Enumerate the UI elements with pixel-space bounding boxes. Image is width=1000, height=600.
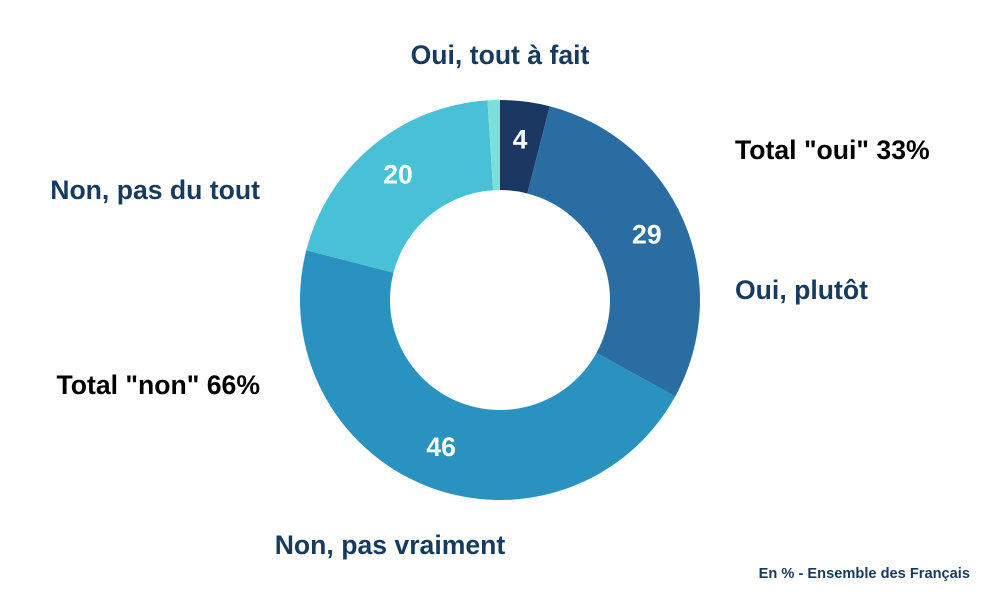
- chart-container: 4 29 46 20 En % - Ensemble des Français Oui…: [0, 0, 1000, 600]
- slice-value-label: 29: [632, 219, 662, 249]
- total-label: Total "non" 66%: [0, 370, 260, 402]
- slice-value-label: 46: [426, 432, 456, 462]
- slice-label: Non, pas vraiment: [275, 530, 506, 562]
- donut-slice: [527, 106, 700, 396]
- slice-value-label: 4: [513, 124, 528, 154]
- slice-label: Oui, tout à fait: [411, 40, 590, 72]
- chart-footnote: En % - Ensemble des Français: [759, 566, 970, 582]
- slice-value-label: 20: [383, 160, 413, 190]
- total-label: Total "oui" 33%: [735, 135, 930, 167]
- slice-label: Oui, plutôt: [735, 275, 868, 307]
- slice-label: Non, pas du tout: [0, 175, 260, 207]
